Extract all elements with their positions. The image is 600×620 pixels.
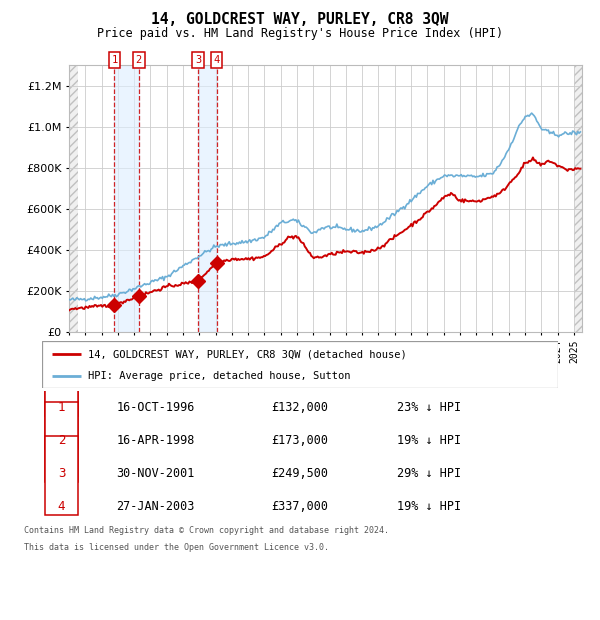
Text: 30-NOV-2001: 30-NOV-2001 [116, 467, 195, 480]
Text: 2: 2 [58, 433, 65, 446]
Text: 4: 4 [214, 55, 220, 65]
FancyBboxPatch shape [44, 337, 78, 415]
FancyBboxPatch shape [44, 435, 78, 515]
Text: 1: 1 [112, 55, 118, 65]
Text: 16-OCT-1996: 16-OCT-1996 [116, 401, 195, 414]
FancyBboxPatch shape [42, 341, 558, 388]
Bar [198, 65, 217, 332]
Text: Contains HM Land Registry data © Crown copyright and database right 2024.: Contains HM Land Registry data © Crown c… [24, 526, 389, 535]
Text: HPI: Average price, detached house, Sutton: HPI: Average price, detached house, Sutt… [88, 371, 351, 381]
Text: 19% ↓ HPI: 19% ↓ HPI [397, 433, 461, 446]
Text: £173,000: £173,000 [271, 433, 329, 446]
FancyBboxPatch shape [44, 370, 78, 449]
Text: 3: 3 [58, 467, 65, 480]
Text: 14, GOLDCREST WAY, PURLEY, CR8 3QW: 14, GOLDCREST WAY, PURLEY, CR8 3QW [151, 12, 449, 27]
Bar [574, 65, 582, 332]
Text: 19% ↓ HPI: 19% ↓ HPI [397, 500, 461, 513]
Text: 29% ↓ HPI: 29% ↓ HPI [397, 467, 461, 480]
Text: £337,000: £337,000 [271, 500, 329, 513]
FancyBboxPatch shape [44, 402, 78, 482]
Text: £249,500: £249,500 [271, 467, 329, 480]
Text: 23% ↓ HPI: 23% ↓ HPI [397, 401, 461, 414]
Text: £132,000: £132,000 [271, 401, 329, 414]
Text: 2: 2 [136, 55, 142, 65]
Bar [69, 65, 78, 332]
Text: 14, GOLDCREST WAY, PURLEY, CR8 3QW (detached house): 14, GOLDCREST WAY, PURLEY, CR8 3QW (deta… [88, 349, 407, 359]
Text: 27-JAN-2003: 27-JAN-2003 [116, 500, 195, 513]
Text: 1: 1 [58, 401, 65, 414]
Text: 4: 4 [58, 500, 65, 513]
Text: Price paid vs. HM Land Registry's House Price Index (HPI): Price paid vs. HM Land Registry's House … [97, 27, 503, 40]
Text: 3: 3 [195, 55, 201, 65]
Bar [115, 65, 139, 332]
Text: This data is licensed under the Open Government Licence v3.0.: This data is licensed under the Open Gov… [24, 543, 329, 552]
Text: 16-APR-1998: 16-APR-1998 [116, 433, 195, 446]
